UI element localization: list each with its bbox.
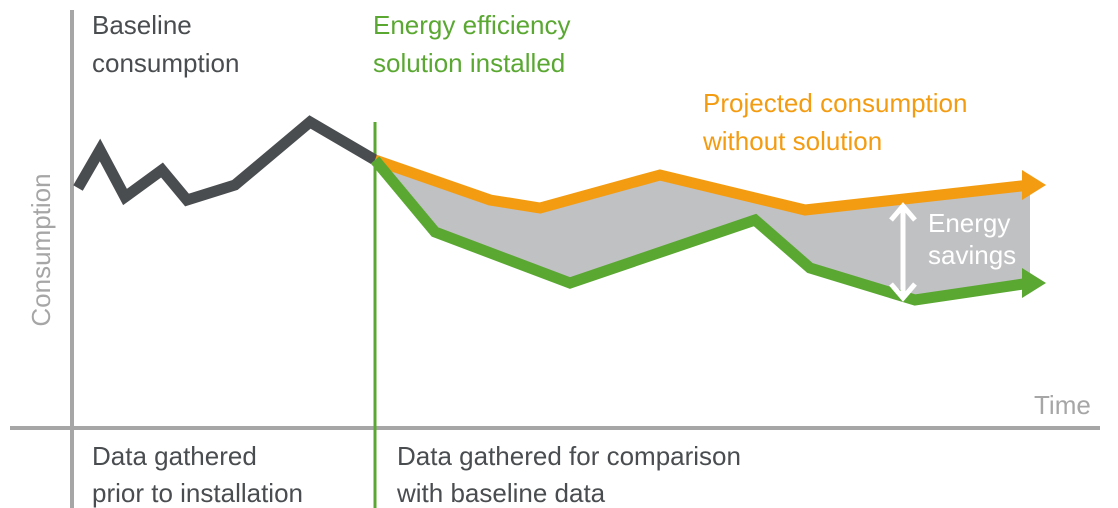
y-axis-label: Consumption [26,173,56,326]
actual-line [370,156,1031,306]
projected-arrowhead [1022,170,1046,200]
projected-line [373,154,1031,216]
after-label: with baseline data [396,478,606,508]
baseline-label: Baseline [92,10,192,40]
projected-label: Projected consumption [703,88,967,118]
actual-arrowhead [1022,268,1046,298]
savings-area [375,160,1030,300]
installed-label: solution installed [373,48,565,78]
projected-label: without solution [702,126,882,156]
savings-label: savings [928,240,1016,270]
x-axis-label: Time [1034,390,1091,420]
before-label: Data gathered [92,441,257,471]
before-label: prior to installation [92,478,303,508]
installed-label: Energy efficiency [373,10,571,40]
savings-arrow [889,202,917,302]
after-label: Data gathered for comparison [397,441,741,471]
savings-label: Energy [928,208,1010,238]
baseline-line [73,115,378,207]
baseline-label: consumption [92,48,239,78]
